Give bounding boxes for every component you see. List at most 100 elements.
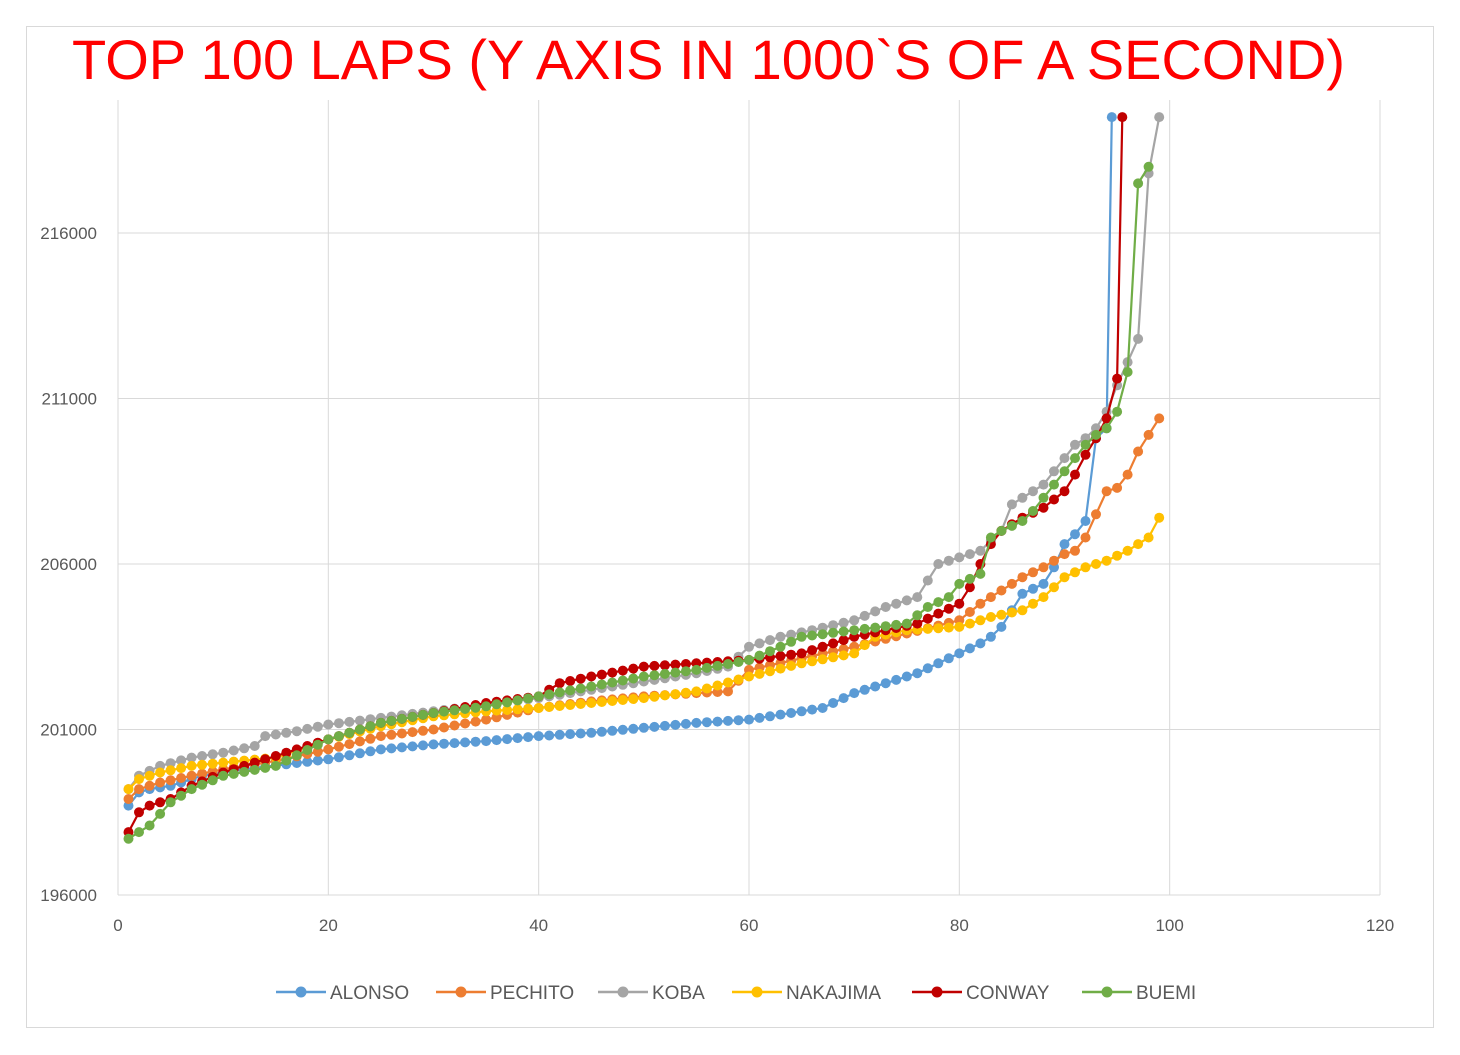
- data-point: [302, 723, 313, 734]
- data-point: [964, 573, 975, 584]
- data-point: [701, 717, 712, 728]
- data-point: [796, 658, 807, 669]
- data-point: [1059, 486, 1070, 497]
- data-point: [354, 715, 365, 726]
- data-point: [523, 703, 534, 714]
- data-point: [1080, 532, 1091, 543]
- legend-item: KOBA: [598, 983, 705, 1004]
- data-point: [449, 705, 460, 716]
- data-point: [396, 742, 407, 753]
- data-point: [186, 760, 197, 771]
- legend-marker: [931, 986, 943, 998]
- series-buemi: [123, 161, 1154, 844]
- data-point: [449, 720, 460, 731]
- data-point: [439, 706, 449, 717]
- data-point: [786, 708, 797, 718]
- data-point: [155, 797, 166, 808]
- data-point: [249, 757, 260, 768]
- data-point: [638, 693, 649, 704]
- data-point: [849, 688, 860, 699]
- data-point: [828, 620, 839, 631]
- series-line: [127, 117, 1124, 833]
- data-point: [386, 729, 397, 740]
- legend-item: CONWAY: [912, 983, 1050, 1004]
- data-point: [786, 629, 797, 640]
- data-point: [1049, 466, 1059, 477]
- data-point: [954, 598, 965, 609]
- data-point: [659, 668, 670, 679]
- data-point: [964, 643, 975, 654]
- data-point: [807, 656, 818, 667]
- data-point: [575, 673, 586, 684]
- data-point: [964, 607, 975, 617]
- data-point: [512, 695, 523, 706]
- data-point: [375, 717, 386, 728]
- data-point: [165, 797, 176, 808]
- data-point: [733, 715, 744, 726]
- legend-label: BUEMI: [1136, 983, 1196, 1004]
- data-point: [491, 699, 502, 710]
- data-point: [691, 686, 702, 697]
- data-point: [754, 650, 765, 661]
- data-point: [428, 724, 439, 735]
- data-point: [586, 698, 597, 708]
- data-point: [943, 653, 954, 664]
- data-point: [123, 794, 134, 804]
- data-point: [596, 679, 607, 690]
- data-point: [901, 671, 912, 682]
- data-point: [165, 758, 176, 769]
- data-point: [197, 751, 208, 761]
- data-point: [880, 678, 891, 689]
- data-point: [775, 709, 786, 720]
- data-point: [565, 700, 576, 710]
- data-point: [975, 545, 986, 556]
- data-point: [1038, 502, 1049, 513]
- legend-item: PECHITO: [436, 983, 574, 1004]
- data-point: [723, 715, 733, 726]
- data-point: [607, 725, 618, 736]
- data-point: [1017, 572, 1028, 583]
- data-point: [1017, 605, 1028, 616]
- data-point: [817, 654, 828, 665]
- data-point: [312, 755, 323, 766]
- data-point: [1070, 469, 1080, 480]
- data-point: [1143, 161, 1154, 172]
- data-point: [502, 734, 513, 745]
- data-point: [460, 718, 471, 729]
- data-point: [228, 745, 239, 756]
- data-point: [428, 708, 439, 718]
- data-point: [975, 638, 986, 649]
- data-point: [544, 689, 555, 700]
- data-point: [1006, 499, 1017, 510]
- legend-item: NAKAJIMA: [732, 983, 881, 1004]
- data-point: [975, 598, 986, 609]
- data-point: [596, 669, 607, 680]
- legend-marker: [751, 986, 763, 998]
- data-point: [502, 705, 513, 715]
- data-point: [155, 777, 166, 788]
- data-point: [586, 681, 597, 692]
- data-point: [481, 714, 492, 725]
- data-point: [1101, 413, 1112, 424]
- data-point: [828, 698, 839, 708]
- data-point: [670, 689, 681, 700]
- data-point: [954, 552, 965, 563]
- data-point: [565, 685, 576, 696]
- data-point: [754, 712, 765, 723]
- data-point: [218, 757, 229, 768]
- x-tick-label: 100: [1155, 916, 1183, 935]
- data-point: [407, 711, 418, 722]
- data-point: [617, 695, 628, 705]
- legend-label: CONWAY: [966, 983, 1050, 1004]
- data-point: [985, 631, 996, 642]
- data-point: [670, 719, 681, 730]
- data-point: [523, 732, 534, 743]
- data-point: [470, 736, 481, 747]
- data-point: [617, 675, 628, 686]
- data-point: [649, 660, 660, 671]
- data-point: [765, 711, 775, 722]
- data-point: [828, 627, 839, 638]
- data-point: [649, 721, 660, 732]
- data-point: [418, 709, 428, 720]
- data-point: [891, 598, 902, 609]
